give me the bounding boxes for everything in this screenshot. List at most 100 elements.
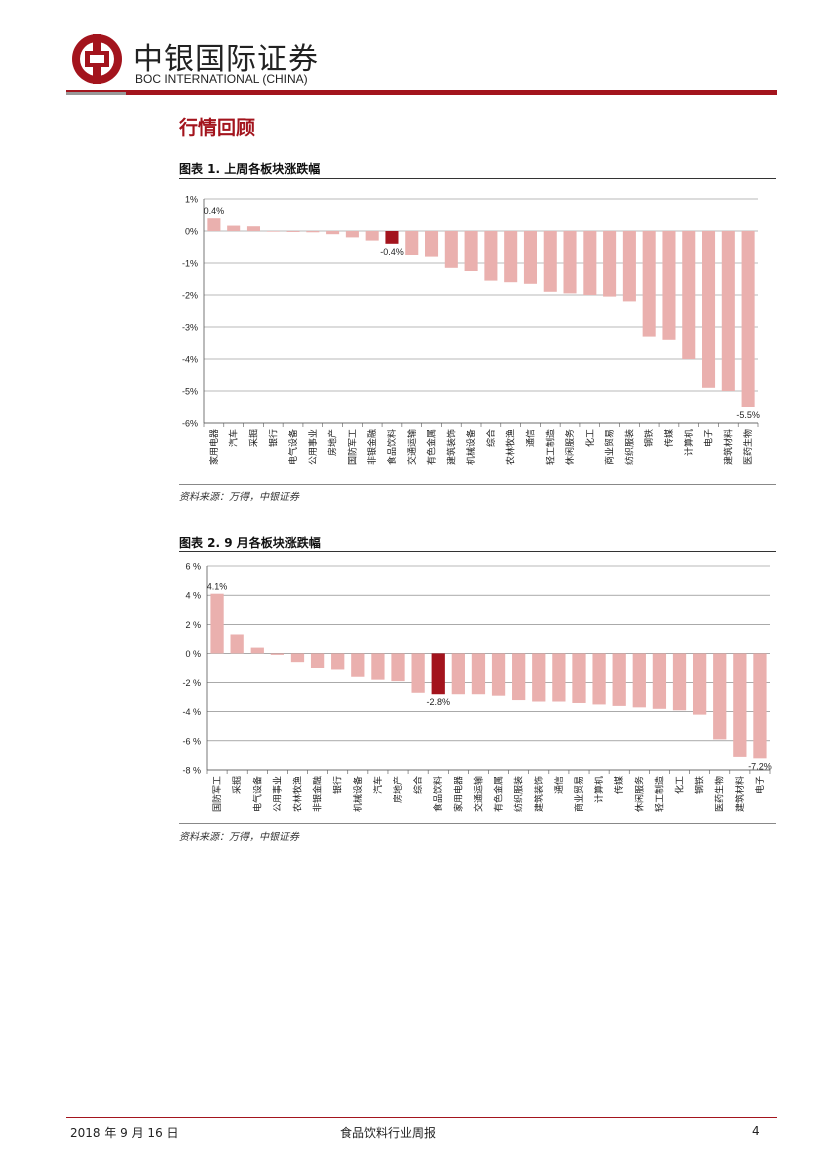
chart1-category-label: 电子 (703, 429, 715, 447)
chart1-bar (464, 231, 478, 271)
header-rule-red (126, 92, 777, 95)
chart1-category-label: 食品饮料 (386, 429, 398, 465)
chart2-category-label: 公用事业 (271, 776, 283, 812)
chart2-category-label: 交通运输 (472, 776, 484, 812)
chart1-bar (622, 231, 636, 302)
chart2-bar (270, 653, 285, 655)
chart1-bar (642, 231, 656, 337)
chart2-title: 图表 2. 9 月各板块涨跌幅 (179, 536, 321, 550)
chart2-bar (290, 653, 305, 663)
chart2-bar (632, 653, 646, 708)
chart2-bar (672, 653, 687, 711)
chart1-bar (543, 231, 557, 292)
chart1-category-label: 休闲服务 (564, 429, 576, 465)
chart2-category-label: 钢铁 (694, 776, 706, 794)
chart1-data-label: -0.4% (380, 247, 404, 257)
section-title: 行情回顾 (179, 117, 256, 139)
chart2-ytick-label: 0 % (185, 649, 201, 659)
chart2-bar (491, 653, 506, 696)
chart1-bar (207, 218, 221, 231)
chart2-bar (652, 653, 667, 709)
chart1-category-label: 电气设备 (287, 429, 299, 465)
chart1-bar (523, 231, 537, 284)
chart2-category-label: 建筑材料 (734, 776, 746, 812)
chart2-category-label: 家用电器 (452, 776, 464, 812)
chart2-bar (210, 593, 224, 654)
chart1-ytick-label: 0% (185, 227, 198, 237)
chart2-category-label: 电子 (754, 776, 766, 794)
chart1-bar (365, 231, 379, 241)
chart1-bar (721, 231, 735, 391)
chart1-ytick-label: -4% (182, 355, 198, 365)
chart2-category-label: 非银金融 (312, 776, 324, 812)
chart2-category-label: 综合 (412, 776, 424, 794)
chart1-category-label: 建筑装饰 (445, 429, 457, 465)
chart2-title-rule (179, 551, 776, 552)
chart2-category-label: 休闲服务 (633, 776, 645, 812)
chart2-category-label: 医药生物 (714, 776, 726, 812)
chart2-bar (532, 653, 546, 702)
chart2-bar (411, 653, 425, 693)
chart2-ytick-label: -6 % (182, 736, 201, 746)
chart2-bar (250, 647, 264, 654)
chart1-source: 资料来源：万得，中银证券 (179, 492, 299, 503)
chart1-ytick-label: -6% (182, 419, 198, 429)
chart1-bar (405, 231, 419, 255)
chart1-bar (563, 231, 577, 294)
chart1-category-label: 机械设备 (465, 429, 477, 465)
chart1-bar (504, 231, 518, 283)
chart2-category-label: 农林牧渔 (291, 776, 303, 812)
chart1-bar (227, 225, 241, 231)
chart2-ytick-label: 6 % (185, 562, 201, 572)
chart2-bar (371, 653, 385, 680)
chart2-data-label: 4.1% (207, 582, 228, 592)
chart1-ytick-label: 1% (185, 195, 198, 205)
chart1-category-label: 农林牧渔 (505, 429, 517, 465)
chart1-title-rule (179, 178, 776, 179)
header-rule-gray (66, 92, 126, 95)
chart1-bar (702, 231, 716, 388)
chart2-bar (692, 653, 707, 715)
chart2-bar (552, 653, 566, 702)
chart2-ytick-label: 4 % (185, 591, 201, 601)
chart1-source-rule (179, 484, 776, 485)
chart2-source-rule (179, 823, 776, 824)
chart2-category-label: 有色金属 (493, 776, 505, 812)
chart1-category-label: 有色金属 (426, 429, 438, 465)
chart2-bar (733, 653, 747, 757)
chart2-data-label: -2.8% (426, 697, 450, 707)
chart2-category-label: 纺织服装 (513, 776, 525, 812)
chart1-bar (603, 231, 617, 297)
footer-page-number: 4 (752, 1124, 760, 1138)
chart1-category-label: 商业贸易 (604, 429, 616, 465)
chart1-bar (246, 226, 260, 231)
chart2-ytick-label: 2 % (185, 620, 201, 630)
chart1-bar (741, 231, 755, 407)
chart2-category-label: 传媒 (613, 776, 625, 794)
chart2-bar (592, 653, 606, 705)
chart1-bar (286, 231, 300, 232)
chart1-data-label: 0.4% (204, 206, 225, 216)
chart2-category-label: 建筑装饰 (533, 776, 545, 812)
chart1-ytick-label: -2% (182, 291, 198, 301)
chart2-bar (753, 653, 767, 759)
chart1-title: 图表 1. 上周各板块涨跌幅 (179, 162, 321, 176)
chart2-category-label: 通信 (553, 776, 565, 794)
chart2-bar (310, 653, 325, 668)
chart1-category-label: 通信 (524, 429, 536, 447)
chart1-bar (583, 231, 597, 295)
chart2-category-label: 商业贸易 (573, 776, 585, 812)
chart1-category-label: 非银金融 (366, 429, 378, 465)
header-rule (66, 90, 777, 92)
chart1-category-label: 银行 (267, 429, 279, 447)
chart1-bar (484, 231, 498, 281)
chart2-bar (331, 653, 345, 670)
footer-report-title: 食品饮料行业周报 (340, 1126, 437, 1140)
chart2-ytick-label: -8 % (182, 766, 201, 776)
chart1-bar (306, 231, 320, 233)
chart2-source: 资料来源：万得，中银证券 (179, 832, 299, 843)
chart1-bar (662, 231, 676, 340)
chart1-bar (266, 231, 280, 232)
